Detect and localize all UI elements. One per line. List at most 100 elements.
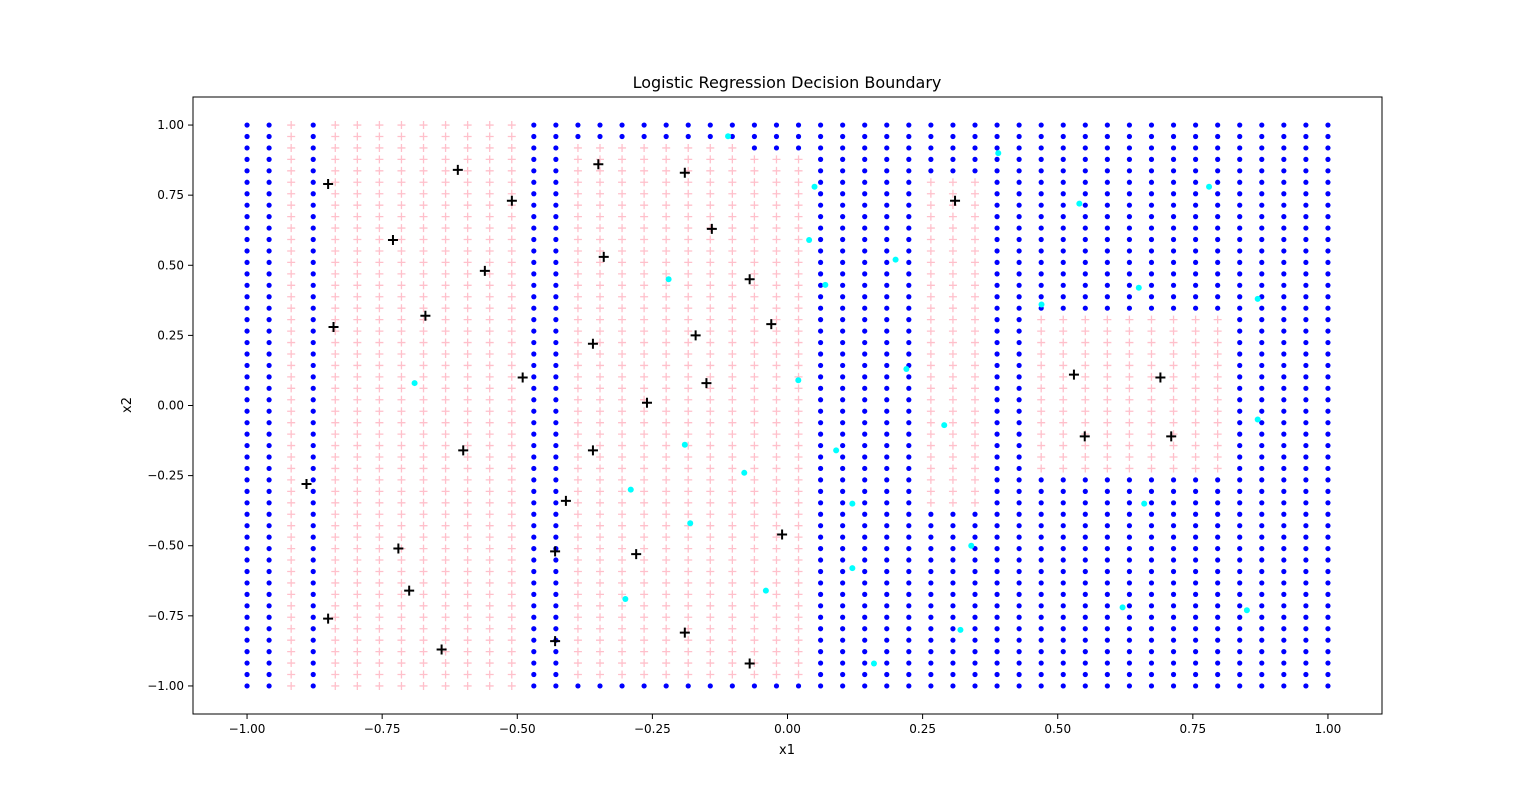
- grid-point-negative: [1104, 282, 1110, 288]
- grid-point-negative: [950, 545, 956, 552]
- grid-point-negative: [817, 568, 824, 575]
- data-point-class-1: [587, 445, 598, 456]
- grid-point-negative: [1082, 202, 1088, 208]
- grid-point-positive: [463, 246, 472, 255]
- grid-point-positive: [397, 292, 406, 301]
- grid-point-negative: [1060, 133, 1066, 140]
- grid-point-negative: [553, 305, 559, 311]
- grid-point-positive: [375, 178, 384, 187]
- grid-point-positive: [353, 189, 362, 198]
- grid-point-negative: [906, 156, 912, 162]
- grid-point-positive: [375, 556, 384, 565]
- grid-point-positive: [419, 624, 428, 633]
- grid-point-positive: [331, 132, 340, 141]
- grid-point-positive: [419, 601, 428, 610]
- grid-point-negative: [266, 225, 272, 231]
- grid-point-negative: [862, 362, 868, 369]
- grid-point-positive: [662, 624, 671, 633]
- grid-point-negative: [244, 317, 250, 323]
- grid-point-positive: [1169, 384, 1178, 393]
- grid-point-positive: [772, 269, 781, 278]
- grid-point-positive: [331, 407, 340, 416]
- grid-point-positive: [595, 464, 604, 473]
- grid-point-negative: [862, 225, 868, 231]
- grid-point-positive: [573, 418, 582, 427]
- grid-point-negative: [1192, 671, 1199, 678]
- grid-point-positive: [441, 292, 450, 301]
- grid-point-negative: [817, 671, 824, 678]
- grid-point-negative: [994, 168, 1000, 174]
- grid-point-negative: [1170, 305, 1177, 311]
- grid-point-negative: [1060, 271, 1066, 277]
- grid-point-negative: [1237, 317, 1243, 323]
- grid-point-positive: [706, 453, 715, 462]
- grid-point-positive: [1037, 453, 1046, 462]
- grid-point-negative: [1126, 259, 1133, 266]
- grid-point-negative: [1281, 271, 1287, 277]
- data-point-class-1: [598, 251, 609, 262]
- grid-point-negative: [1303, 122, 1309, 128]
- grid-point-negative: [840, 534, 846, 540]
- grid-point-positive: [441, 624, 450, 633]
- grid-point-negative: [862, 614, 868, 620]
- grid-point-negative: [1038, 660, 1044, 666]
- grid-point-positive: [485, 178, 494, 187]
- grid-point-positive: [684, 578, 693, 587]
- grid-point-negative: [1038, 545, 1044, 552]
- grid-point-positive: [441, 556, 450, 565]
- grid-point-negative: [884, 523, 890, 529]
- grid-point-negative: [1016, 385, 1022, 391]
- grid-point-negative: [906, 477, 912, 483]
- grid-point-negative: [310, 660, 316, 666]
- grid-point-negative: [1325, 442, 1331, 449]
- grid-point-negative: [994, 236, 1000, 243]
- grid-point-negative: [1148, 626, 1155, 632]
- grid-point-positive: [397, 224, 406, 233]
- grid-point-positive: [706, 441, 715, 450]
- grid-point-negative: [553, 420, 559, 426]
- grid-point-negative: [972, 557, 978, 563]
- grid-point-negative: [1170, 523, 1177, 529]
- grid-point-positive: [1125, 418, 1134, 427]
- grid-point-positive: [926, 384, 935, 393]
- grid-point-positive: [595, 395, 604, 404]
- grid-point-negative: [840, 568, 846, 575]
- grid-point-negative: [266, 168, 272, 174]
- grid-point-negative: [531, 156, 537, 162]
- grid-point-positive: [772, 384, 781, 393]
- grid-point-positive: [287, 224, 296, 233]
- y-tick-label: −0.50: [147, 539, 184, 553]
- grid-point-positive: [485, 647, 494, 656]
- grid-point-positive: [1169, 453, 1178, 462]
- grid-point-negative: [266, 591, 272, 597]
- grid-point-negative: [531, 442, 537, 449]
- grid-point-positive: [794, 224, 803, 233]
- grid-point-positive: [948, 178, 957, 187]
- grid-point-positive: [595, 361, 604, 370]
- grid-point-positive: [573, 372, 582, 381]
- grid-point-positive: [419, 567, 428, 576]
- grid-point-positive: [706, 533, 715, 542]
- grid-point-negative: [553, 397, 559, 403]
- grid-point-positive: [397, 338, 406, 347]
- grid-point-negative: [1082, 156, 1088, 162]
- grid-point-negative: [1303, 534, 1309, 540]
- grid-point-positive: [750, 636, 759, 645]
- grid-point-negative: [531, 317, 537, 323]
- grid-point-positive: [353, 567, 362, 576]
- grid-point-negative: [817, 603, 824, 609]
- grid-point-negative: [906, 236, 912, 243]
- grid-point-negative: [1259, 545, 1265, 552]
- grid-point-positive: [441, 349, 450, 358]
- grid-point-positive: [1213, 338, 1222, 347]
- grid-point-positive: [353, 681, 362, 690]
- grid-point-positive: [750, 166, 759, 175]
- grid-point-positive: [441, 453, 450, 462]
- grid-point-negative: [1104, 500, 1110, 506]
- grid-point-negative: [1148, 156, 1155, 162]
- grid-point-negative: [1104, 511, 1110, 517]
- grid-point-positive: [397, 590, 406, 599]
- grid-point-positive: [618, 647, 627, 656]
- grid-point-positive: [441, 315, 450, 324]
- grid-point-positive: [353, 327, 362, 336]
